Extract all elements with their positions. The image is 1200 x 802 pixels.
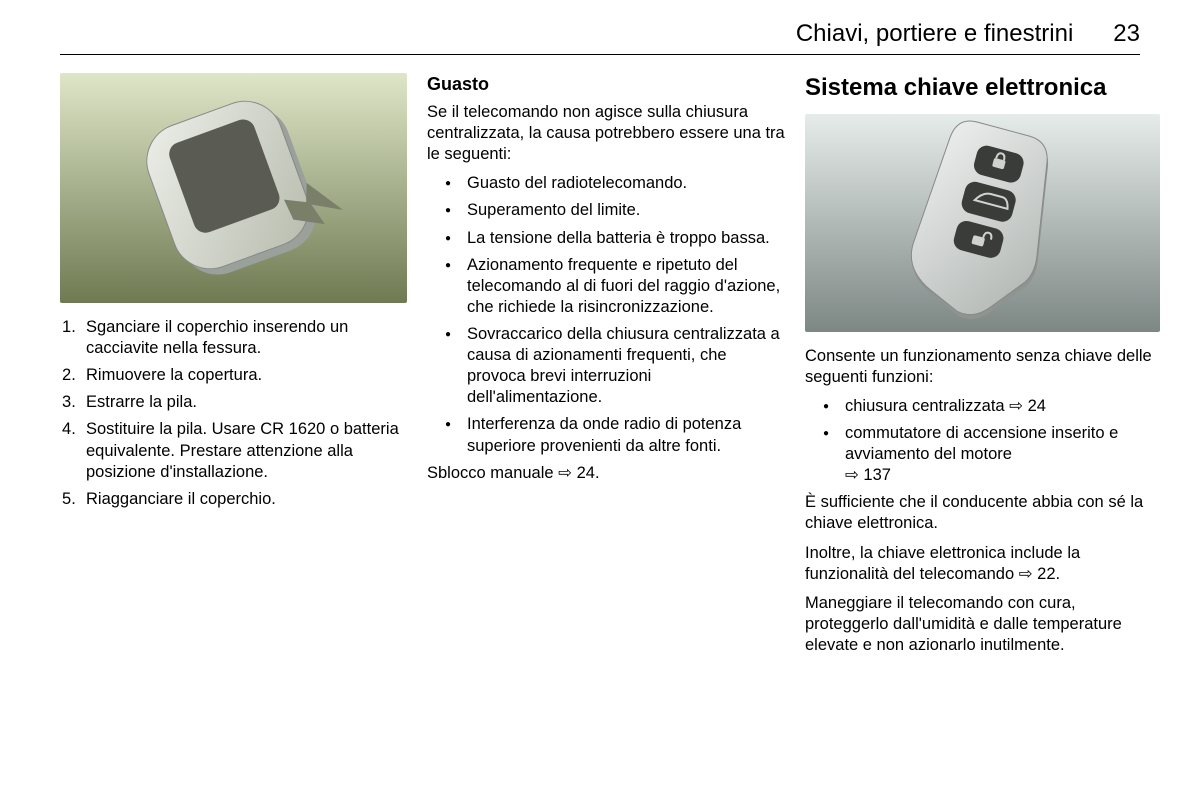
manual-unlock-ref: Sblocco manuale ⇨ 24. — [427, 463, 785, 484]
page-ref-arrow-icon: ⇨ — [558, 464, 572, 482]
electronic-key-illustration — [805, 114, 1160, 332]
step-item: Estrarre la pila. — [60, 392, 407, 413]
page-ref-number: 24 — [577, 464, 595, 482]
fault-heading: Guasto — [427, 73, 785, 96]
content-columns: Sganciare il coperchio inserendo un cacc… — [60, 73, 1140, 664]
fault-causes-list: Guasto del radiotelecomando. Superamento… — [427, 173, 785, 456]
fault-item: La tensione della batteria è troppo bass… — [427, 228, 785, 249]
remote-functionality-note: Inoltre, la chiave elettronica include l… — [805, 543, 1160, 585]
fault-item: Sovraccarico della chiusura centralizzat… — [427, 324, 785, 408]
step-item: Riagganciare il coperchio. — [60, 489, 407, 510]
keyless-item: commutatore di accensione inserito e avv… — [805, 423, 1160, 486]
page-header: Chiavi, portiere e finestrini 23 — [60, 20, 1140, 55]
key-fob-open-svg — [104, 73, 363, 303]
step-item: Sganciare il coperchio inserendo un cacc… — [60, 317, 407, 359]
key-fob-open-illustration — [60, 73, 407, 303]
keyless-item-text: commutatore di accensione inserito e avv… — [845, 424, 1118, 463]
fault-item: Interferenza da onde radio di potenza su… — [427, 414, 785, 456]
page-ref-number: 22 — [1037, 565, 1055, 583]
page-ref-arrow-icon: ⇨ — [1009, 397, 1023, 415]
battery-replacement-steps: Sganciare il coperchio inserendo un cacc… — [60, 317, 407, 510]
driver-key-note: È sufficiente che il conducente abbia co… — [805, 492, 1160, 534]
electronic-key-heading: Sistema chiave elettronica — [805, 73, 1160, 104]
page-ref-arrow-icon: ⇨ — [1019, 565, 1033, 583]
keyless-item: chiusura centralizzata ⇨ 24 — [805, 396, 1160, 417]
page-ref-arrow-icon: ⇨ — [845, 466, 859, 484]
electronic-key-intro: Consente un funzionamento senza chiave d… — [805, 346, 1160, 388]
page-ref-number: 137 — [863, 466, 891, 484]
column-1: Sganciare il coperchio inserendo un cacc… — [60, 73, 407, 664]
column-3: Sistema chiave elettronica — [805, 73, 1160, 664]
fault-intro: Se il telecomando non agisce sulla chius… — [427, 102, 785, 165]
header-title: Chiavi, portiere e finestrini — [796, 20, 1073, 48]
manual-page: Chiavi, portiere e finestrini 23 — [0, 0, 1200, 684]
electronic-key-svg — [879, 114, 1085, 332]
step-item: Sostituire la pila. Usare CR 1620 o batt… — [60, 419, 407, 482]
handling-care-note: Maneggiare il telecomando con cura, prot… — [805, 593, 1160, 656]
manual-unlock-text: Sblocco manuale — [427, 464, 558, 482]
page-number: 23 — [1113, 20, 1140, 48]
step-item: Rimuovere la copertura. — [60, 365, 407, 386]
keyless-functions-list: chiusura centralizzata ⇨ 24 commutatore … — [805, 396, 1160, 486]
column-2: Guasto Se il telecomando non agisce sull… — [427, 73, 785, 664]
fault-item: Azionamento frequente e ripetuto del tel… — [427, 255, 785, 318]
page-ref-number: 24 — [1028, 397, 1046, 415]
keyless-item-text: chiusura centralizzata — [845, 397, 1009, 415]
fault-item: Guasto del radiotelecomando. — [427, 173, 785, 194]
fault-item: Superamento del limite. — [427, 200, 785, 221]
